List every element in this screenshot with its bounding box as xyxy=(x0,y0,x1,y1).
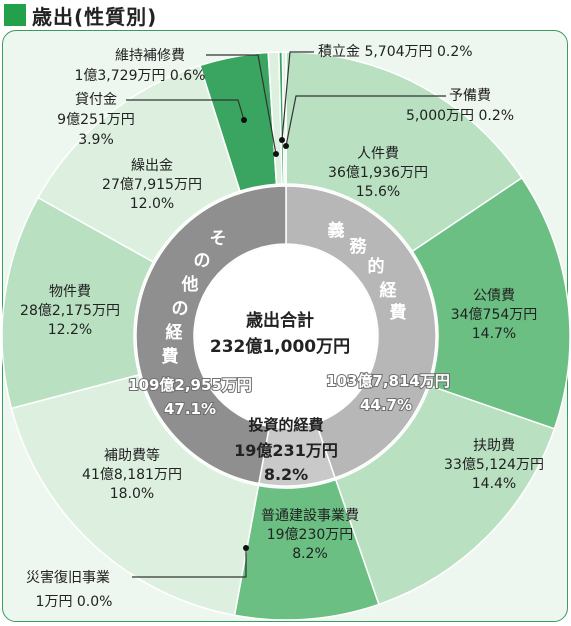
outer-slice-2 xyxy=(334,384,556,606)
inner-2-percent: 47.1% xyxy=(164,400,216,418)
inner-2-char-2: 他 xyxy=(181,274,199,295)
section-header: 歳出(性質別) xyxy=(4,2,158,29)
center-disc xyxy=(195,245,377,427)
callout-value-9: 1億3,729万円 0.6% xyxy=(74,68,205,84)
callout-name-8: 貸付金 xyxy=(75,92,117,108)
leader-10 xyxy=(281,51,314,141)
outer-label-amount-3: 19億230万円 xyxy=(267,527,354,543)
leader-4 xyxy=(132,545,247,578)
outer-slice-1 xyxy=(411,176,571,430)
leader-dot-9 xyxy=(273,151,279,157)
outer-label-percent-6: 12.2% xyxy=(48,322,92,338)
leader-11 xyxy=(285,95,446,147)
outer-label-name-0: 人件費 xyxy=(357,146,399,162)
inner-0-char-4: 費 xyxy=(390,302,407,323)
inner-1-amount: 19億231万円 xyxy=(234,441,338,460)
outer-label-amount-2: 33億5,124万円 xyxy=(444,457,544,473)
outer-label-amount-7: 27億7,915万円 xyxy=(102,177,202,193)
leader-dot-8 xyxy=(241,117,247,123)
inner-1-name: 投資的経費 xyxy=(248,416,323,434)
leader-dot-11 xyxy=(283,143,289,149)
outer-label-amount-5: 41億8,181万円 xyxy=(82,467,182,483)
outer-label-percent-5: 18.0% xyxy=(110,486,154,502)
outer-label-percent-3: 8.2% xyxy=(292,546,328,562)
center-total: 232億1,000万円 xyxy=(210,336,350,357)
leader-dot-10 xyxy=(279,137,285,143)
outer-label-amount-1: 34億754万円 xyxy=(451,307,538,323)
outer-label-name-5: 補助費等 xyxy=(104,447,160,464)
outer-label-percent-7: 12.0% xyxy=(130,196,174,212)
inner-0-char-2: 的 xyxy=(368,256,385,277)
leader-8 xyxy=(126,99,245,121)
callout-value-8: 9億251万円 xyxy=(57,112,135,128)
inner-2-char-0: そ xyxy=(210,229,227,249)
callout-value-4: 1万円 0.0% xyxy=(36,594,113,610)
outer-label-name-7: 繰出金 xyxy=(131,158,173,174)
callout-percent-8: 3.9% xyxy=(78,132,114,148)
inner-2-char-3: の xyxy=(172,299,189,319)
callout-value-11: 5,000万円 0.2% xyxy=(406,108,514,124)
callout-name-9: 維持補修費 xyxy=(115,48,185,64)
outer-label-amount-0: 36億1,936万円 xyxy=(328,165,428,181)
inner-0-amount: 103億7,814万円 xyxy=(326,372,450,390)
outer-label-name-2: 扶助費 xyxy=(473,438,515,454)
inner-2-char-5: 費 xyxy=(162,346,179,367)
leader-dot-4 xyxy=(243,545,249,551)
leader-9 xyxy=(206,54,277,155)
inner-slice-0 xyxy=(285,185,437,479)
outer-label-name-1: 公債費 xyxy=(473,288,515,304)
inner-0-char-3: 経 xyxy=(380,280,398,301)
outer-label-amount-6: 28億2,175万円 xyxy=(20,303,120,319)
outer-label-name-6: 物件費 xyxy=(49,284,91,300)
callout-name-4: 災害復旧事業 xyxy=(26,569,110,586)
inner-2-amount: 109億2,955万円 xyxy=(128,376,252,394)
section-title: 歳出(性質別) xyxy=(32,4,158,29)
outer-slice-5 xyxy=(10,373,260,617)
inner-2-char-4: 経 xyxy=(166,322,184,343)
inner-0-percent: 44.7% xyxy=(360,396,412,414)
callout-name-11: 予備費 xyxy=(449,88,491,104)
inner-slice-2 xyxy=(135,185,287,485)
inner-2-char-1: の xyxy=(194,251,211,271)
outer-label-percent-2: 14.4% xyxy=(472,476,516,492)
outer-label-name-3: 普通建設事業費 xyxy=(261,508,359,524)
outer-slice-0 xyxy=(285,51,523,253)
header-square-icon xyxy=(4,4,26,26)
inner-0-char-1: 務 xyxy=(350,236,368,257)
outer-label-percent-1: 14.7% xyxy=(472,326,516,342)
outer-label-percent-0: 15.6% xyxy=(356,184,400,200)
callout-10: 積立金 5,704万円 0.2% xyxy=(318,44,473,60)
center-title: 歳出合計 xyxy=(246,310,314,331)
inner-0-char-0: 義 xyxy=(328,220,345,241)
inner-1-percent: 8.2% xyxy=(264,465,308,484)
